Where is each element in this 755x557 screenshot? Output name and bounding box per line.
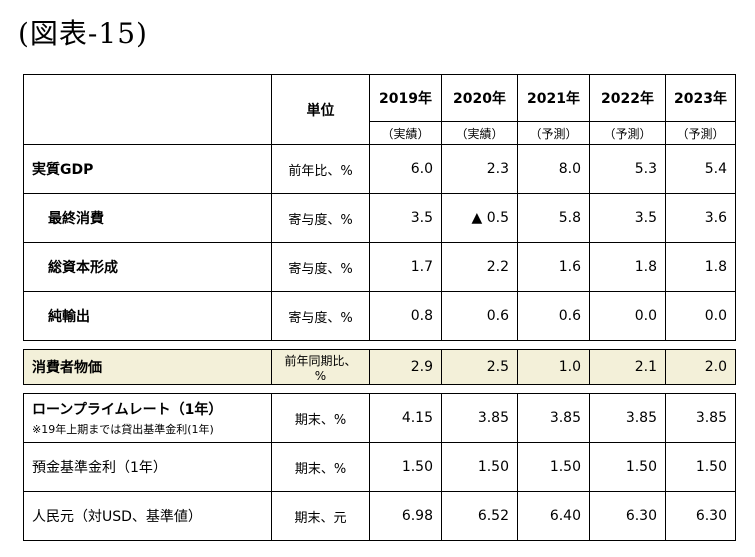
cell-value: 6.40 [517, 491, 590, 541]
type-row: （実績） （実績） （予測） （予測） （予測） [24, 121, 736, 145]
table-row: 消費者物価 前年同期比、% 2.9 2.5 1.0 2.1 2.0 [23, 349, 736, 385]
forecast-table: 単位 2019年 2020年 2021年 2022年 2023年 （実績） （実… [23, 74, 736, 541]
cell-value: 1.7 [369, 242, 442, 292]
table-row: 最終消費 寄与度、% 3.5 ▲ 0.5 5.8 3.5 3.6 [23, 193, 736, 243]
cell-value: 6.0 [369, 144, 442, 194]
cell-value: 8.0 [517, 144, 590, 194]
lpr-label: ローンプライムレート（1年） [32, 402, 223, 418]
cell-value: 6.30 [589, 491, 666, 541]
cell-value: ▲ 0.5 [441, 193, 518, 243]
year-2021: 2021年 [517, 74, 590, 122]
type-2023: （予測） [665, 121, 736, 145]
cell-value: 1.50 [369, 442, 442, 492]
cell-value: 2.2 [441, 242, 518, 292]
cell-value: 0.0 [665, 291, 736, 341]
cell-value: 0.0 [589, 291, 666, 341]
cell-value: 0.8 [369, 291, 442, 341]
header-row: 単位 2019年 2020年 2021年 2022年 2023年 [23, 74, 736, 145]
row-label: 消費者物価 [23, 349, 272, 385]
table-row: 純輸出 寄与度、% 0.8 0.6 0.6 0.0 0.0 [23, 291, 736, 341]
cell-value: 1.50 [665, 442, 736, 492]
cell-value: 3.5 [369, 193, 442, 243]
cell-value: 3.85 [665, 393, 736, 443]
table-row: 人民元（対USD、基準値） 期末、元 6.98 6.52 6.40 6.30 6… [23, 491, 736, 541]
cell-value: 1.8 [589, 242, 666, 292]
cell-value: 5.8 [517, 193, 590, 243]
row-unit: 前年比、% [271, 144, 370, 194]
row-unit: 寄与度、% [271, 242, 370, 292]
row-label: 預金基準金利（1年） [23, 442, 272, 492]
cell-value: 1.6 [517, 242, 590, 292]
cell-value: 2.3 [441, 144, 518, 194]
row-label: 実質GDP [23, 144, 272, 194]
cell-value: 0.6 [517, 291, 590, 341]
row-unit: 寄与度、% [271, 291, 370, 341]
cell-value: 3.85 [441, 393, 518, 443]
header-empty-cell [23, 74, 272, 145]
year-2022: 2022年 [589, 74, 666, 122]
cell-value: 4.15 [369, 393, 442, 443]
cell-value: 1.8 [665, 242, 736, 292]
cell-value: 5.3 [589, 144, 666, 194]
row-unit: 期末、% [271, 442, 370, 492]
cell-value: 6.30 [665, 491, 736, 541]
cell-value: 2.5 [441, 349, 518, 385]
cell-value: 6.52 [441, 491, 518, 541]
year-2019: 2019年 [369, 74, 442, 122]
unit-header: 単位 [271, 74, 370, 145]
type-2022: （予測） [589, 121, 666, 145]
cell-value: 3.85 [517, 393, 590, 443]
row-unit: 前年同期比、% [271, 349, 370, 385]
cell-value: 0.6 [441, 291, 518, 341]
row-unit: 寄与度、% [271, 193, 370, 243]
cell-value: 3.85 [589, 393, 666, 443]
cell-value: 1.50 [441, 442, 518, 492]
cell-value: 5.4 [665, 144, 736, 194]
table-row: 預金基準金利（1年） 期末、% 1.50 1.50 1.50 1.50 1.50 [23, 442, 736, 492]
spacer-row [23, 384, 736, 394]
cell-value: 2.1 [589, 349, 666, 385]
page-title: (図表-15) [18, 17, 148, 50]
type-2019: （実績） [369, 121, 442, 145]
cell-value: 6.98 [369, 491, 442, 541]
row-label: ローンプライムレート（1年） ※19年上期までは貸出基準金利(1年) [23, 393, 272, 443]
row-label: 最終消費 [23, 193, 272, 243]
type-2021: （予測） [517, 121, 590, 145]
year-2023: 2023年 [665, 74, 736, 122]
spacer-row [23, 340, 736, 350]
cell-value: 1.50 [589, 442, 666, 492]
table-row: ローンプライムレート（1年） ※19年上期までは貸出基準金利(1年) 期末、% … [23, 393, 736, 443]
table-row: 実質GDP 前年比、% 6.0 2.3 8.0 5.3 5.4 [23, 144, 736, 194]
row-label: 人民元（対USD、基準値） [23, 491, 272, 541]
type-2020: （実績） [441, 121, 518, 145]
table-row: 総資本形成 寄与度、% 1.7 2.2 1.6 1.8 1.8 [23, 242, 736, 292]
year-2020: 2020年 [441, 74, 518, 122]
lpr-note: ※19年上期までは貸出基準金利(1年) [32, 423, 214, 436]
cell-value: 3.6 [665, 193, 736, 243]
cell-value: 2.9 [369, 349, 442, 385]
row-label: 総資本形成 [23, 242, 272, 292]
cell-value: 1.50 [517, 442, 590, 492]
row-unit: 期末、% [271, 393, 370, 443]
row-unit: 期末、元 [271, 491, 370, 541]
cell-value: 1.0 [517, 349, 590, 385]
cell-value: 2.0 [665, 349, 736, 385]
row-label: 純輸出 [23, 291, 272, 341]
cell-value: 3.5 [589, 193, 666, 243]
